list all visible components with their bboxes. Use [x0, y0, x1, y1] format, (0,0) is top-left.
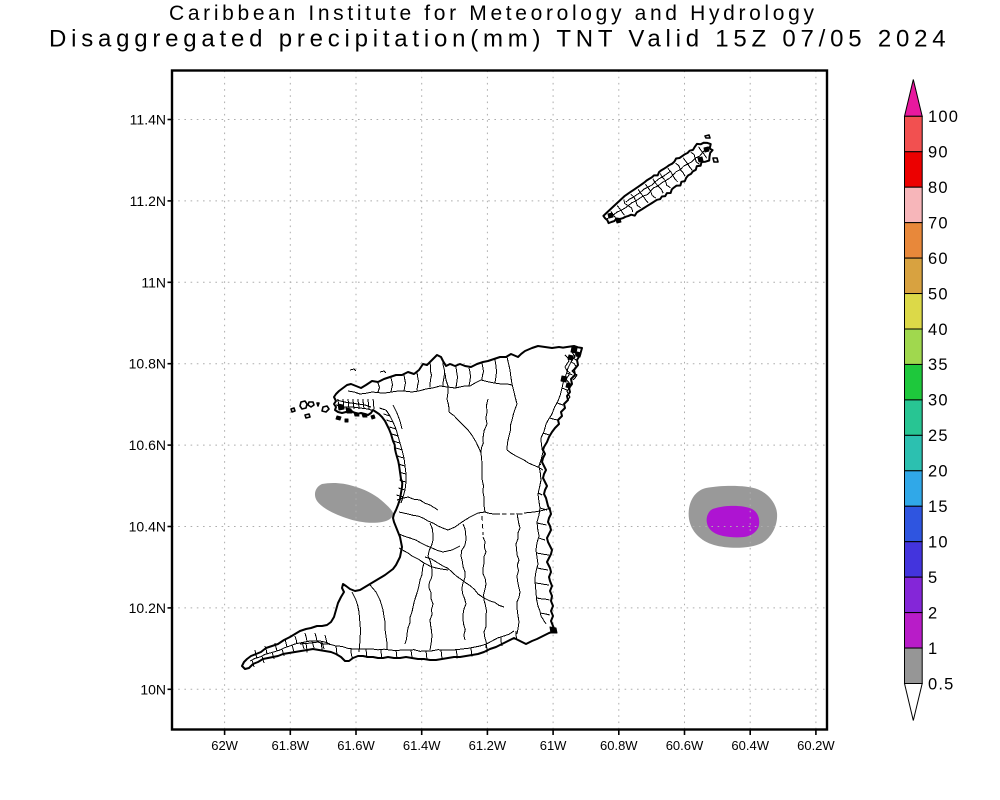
svg-text:5: 5	[928, 569, 938, 587]
svg-text:Disaggregated precipitation(mm: Disaggregated precipitation(mm) TNT Vali…	[49, 26, 950, 53]
svg-text:2: 2	[928, 604, 938, 622]
svg-text:10.4N: 10.4N	[129, 519, 166, 535]
svg-text:10N: 10N	[140, 681, 166, 697]
svg-text:60.2W: 60.2W	[797, 738, 835, 753]
svg-text:61.8W: 61.8W	[272, 738, 310, 753]
svg-text:61.2W: 61.2W	[469, 738, 507, 753]
svg-text:35: 35	[928, 356, 949, 374]
svg-text:50: 50	[928, 285, 949, 303]
svg-text:15: 15	[928, 498, 949, 516]
svg-text:60.6W: 60.6W	[666, 738, 704, 753]
svg-text:40: 40	[928, 321, 949, 339]
svg-text:10: 10	[928, 534, 949, 552]
svg-text:80: 80	[928, 179, 949, 197]
svg-text:60.8W: 60.8W	[600, 738, 638, 753]
svg-text:11N: 11N	[141, 274, 166, 290]
svg-text:70: 70	[928, 214, 949, 232]
svg-text:20: 20	[928, 463, 949, 481]
svg-text:61.4W: 61.4W	[403, 738, 441, 753]
svg-text:Caribbean Institute for Meteor: Caribbean Institute for Meteorology and …	[169, 2, 818, 25]
svg-text:10.8N: 10.8N	[129, 356, 166, 372]
svg-text:100: 100	[928, 108, 959, 126]
svg-text:60.4W: 60.4W	[731, 738, 769, 753]
svg-text:30: 30	[928, 392, 949, 410]
svg-text:90: 90	[928, 144, 949, 162]
svg-text:62W: 62W	[211, 738, 238, 753]
svg-text:1: 1	[928, 640, 938, 658]
svg-text:25: 25	[928, 427, 949, 445]
svg-text:61W: 61W	[540, 738, 567, 753]
svg-text:60: 60	[928, 250, 949, 268]
svg-text:61.6W: 61.6W	[337, 738, 375, 753]
svg-text:11.2N: 11.2N	[130, 193, 166, 209]
svg-text:0.5: 0.5	[928, 675, 955, 693]
svg-text:11.4N: 11.4N	[130, 112, 166, 128]
svg-text:10.2N: 10.2N	[129, 600, 166, 616]
svg-text:10.6N: 10.6N	[129, 437, 166, 453]
